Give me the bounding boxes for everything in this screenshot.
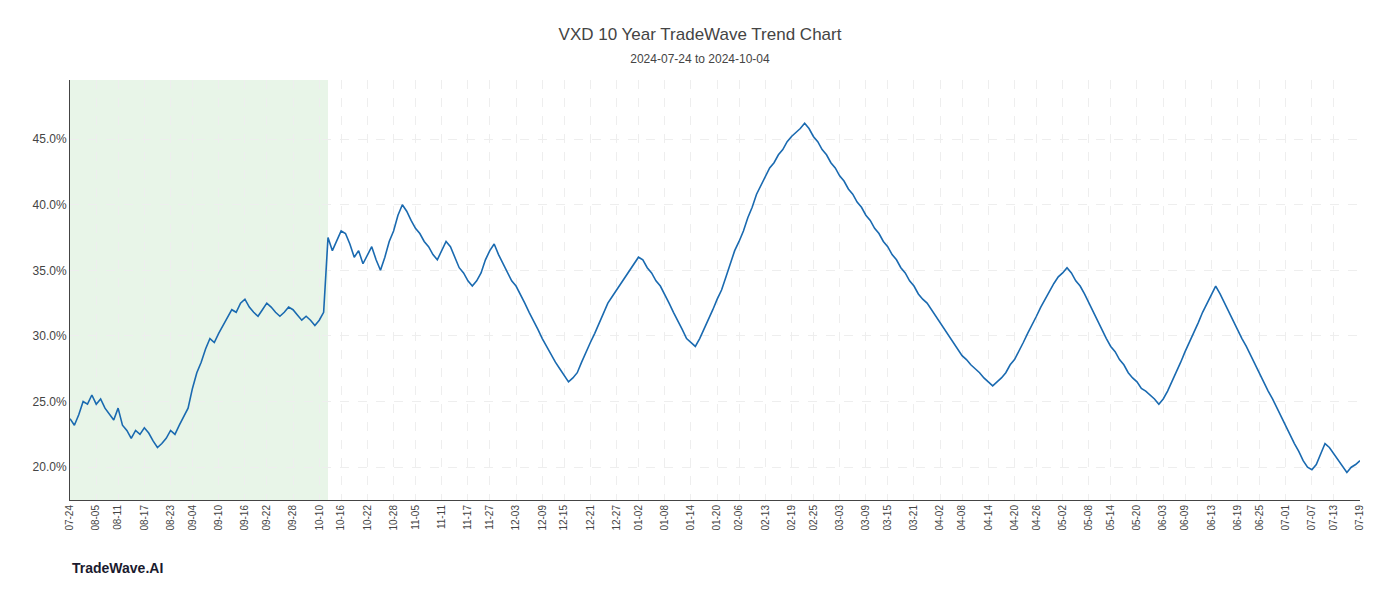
svg-text:12-15: 12-15 (558, 505, 569, 531)
svg-text:10-28: 10-28 (388, 505, 399, 531)
svg-text:03-03: 03-03 (834, 505, 845, 531)
svg-text:07-24: 07-24 (64, 505, 75, 531)
svg-text:04-26: 04-26 (1031, 505, 1042, 531)
svg-text:08-17: 08-17 (139, 505, 150, 531)
svg-text:07-19: 07-19 (1354, 505, 1365, 531)
svg-text:05-20: 05-20 (1131, 505, 1142, 531)
svg-text:11-05: 11-05 (410, 505, 421, 530)
svg-text:09-16: 09-16 (239, 505, 250, 531)
svg-text:08-05: 08-05 (90, 505, 101, 531)
svg-text:04-08: 04-08 (956, 505, 967, 531)
svg-text:09-10: 09-10 (213, 505, 224, 531)
svg-text:11-17: 11-17 (462, 505, 473, 530)
svg-text:04-20: 04-20 (1009, 505, 1020, 531)
svg-text:05-02: 05-02 (1057, 505, 1068, 531)
svg-text:10-10: 10-10 (314, 505, 325, 531)
svg-text:02-25: 02-25 (808, 505, 819, 531)
svg-text:2024-07-24 to 2024-10-04: 2024-07-24 to 2024-10-04 (630, 52, 770, 66)
svg-text:05-08: 05-08 (1083, 505, 1094, 531)
svg-text:02-06: 02-06 (733, 505, 744, 531)
svg-text:09-04: 09-04 (187, 505, 198, 531)
svg-text:12-09: 12-09 (537, 505, 548, 531)
svg-text:03-09: 03-09 (860, 505, 871, 531)
svg-text:12-03: 12-03 (510, 505, 521, 531)
svg-text:30.0%: 30.0% (33, 329, 67, 343)
svg-text:01-02: 01-02 (633, 505, 644, 531)
svg-text:TradeWave.AI: TradeWave.AI (72, 560, 163, 576)
svg-text:11-11: 11-11 (436, 505, 447, 530)
svg-text:10-22: 10-22 (362, 505, 373, 531)
svg-text:12-21: 12-21 (585, 505, 596, 531)
svg-text:45.0%: 45.0% (33, 132, 67, 146)
svg-text:40.0%: 40.0% (33, 198, 67, 212)
svg-text:04-14: 04-14 (983, 505, 994, 531)
svg-text:09-28: 09-28 (287, 505, 298, 531)
svg-text:09-22: 09-22 (261, 505, 272, 531)
svg-text:01-08: 01-08 (659, 505, 670, 531)
svg-text:06-09: 06-09 (1179, 505, 1190, 531)
svg-text:06-03: 06-03 (1157, 505, 1168, 531)
svg-text:02-19: 02-19 (786, 505, 797, 531)
svg-text:03-21: 03-21 (908, 505, 919, 531)
svg-text:08-23: 08-23 (165, 505, 176, 531)
svg-text:25.0%: 25.0% (33, 395, 67, 409)
svg-text:01-14: 01-14 (685, 505, 696, 531)
svg-text:12-27: 12-27 (611, 505, 622, 531)
svg-text:07-01: 07-01 (1280, 505, 1291, 531)
svg-text:VXD 10 Year TradeWave Trend Ch: VXD 10 Year TradeWave Trend Chart (559, 25, 842, 44)
svg-text:35.0%: 35.0% (33, 264, 67, 278)
svg-text:11-27: 11-27 (484, 505, 495, 530)
svg-text:04-02: 04-02 (934, 505, 945, 531)
svg-text:07-13: 07-13 (1328, 505, 1339, 531)
svg-text:07-07: 07-07 (1306, 505, 1317, 531)
svg-text:02-13: 02-13 (760, 505, 771, 531)
svg-text:06-25: 06-25 (1254, 505, 1265, 531)
svg-text:05-14: 05-14 (1105, 505, 1116, 531)
svg-text:10-16: 10-16 (335, 505, 346, 531)
svg-text:06-19: 06-19 (1232, 505, 1243, 531)
svg-text:03-15: 03-15 (882, 505, 893, 531)
svg-text:01-20: 01-20 (711, 505, 722, 531)
svg-text:08-11: 08-11 (112, 505, 123, 530)
svg-text:20.0%: 20.0% (33, 460, 67, 474)
svg-text:06-13: 06-13 (1206, 505, 1217, 531)
